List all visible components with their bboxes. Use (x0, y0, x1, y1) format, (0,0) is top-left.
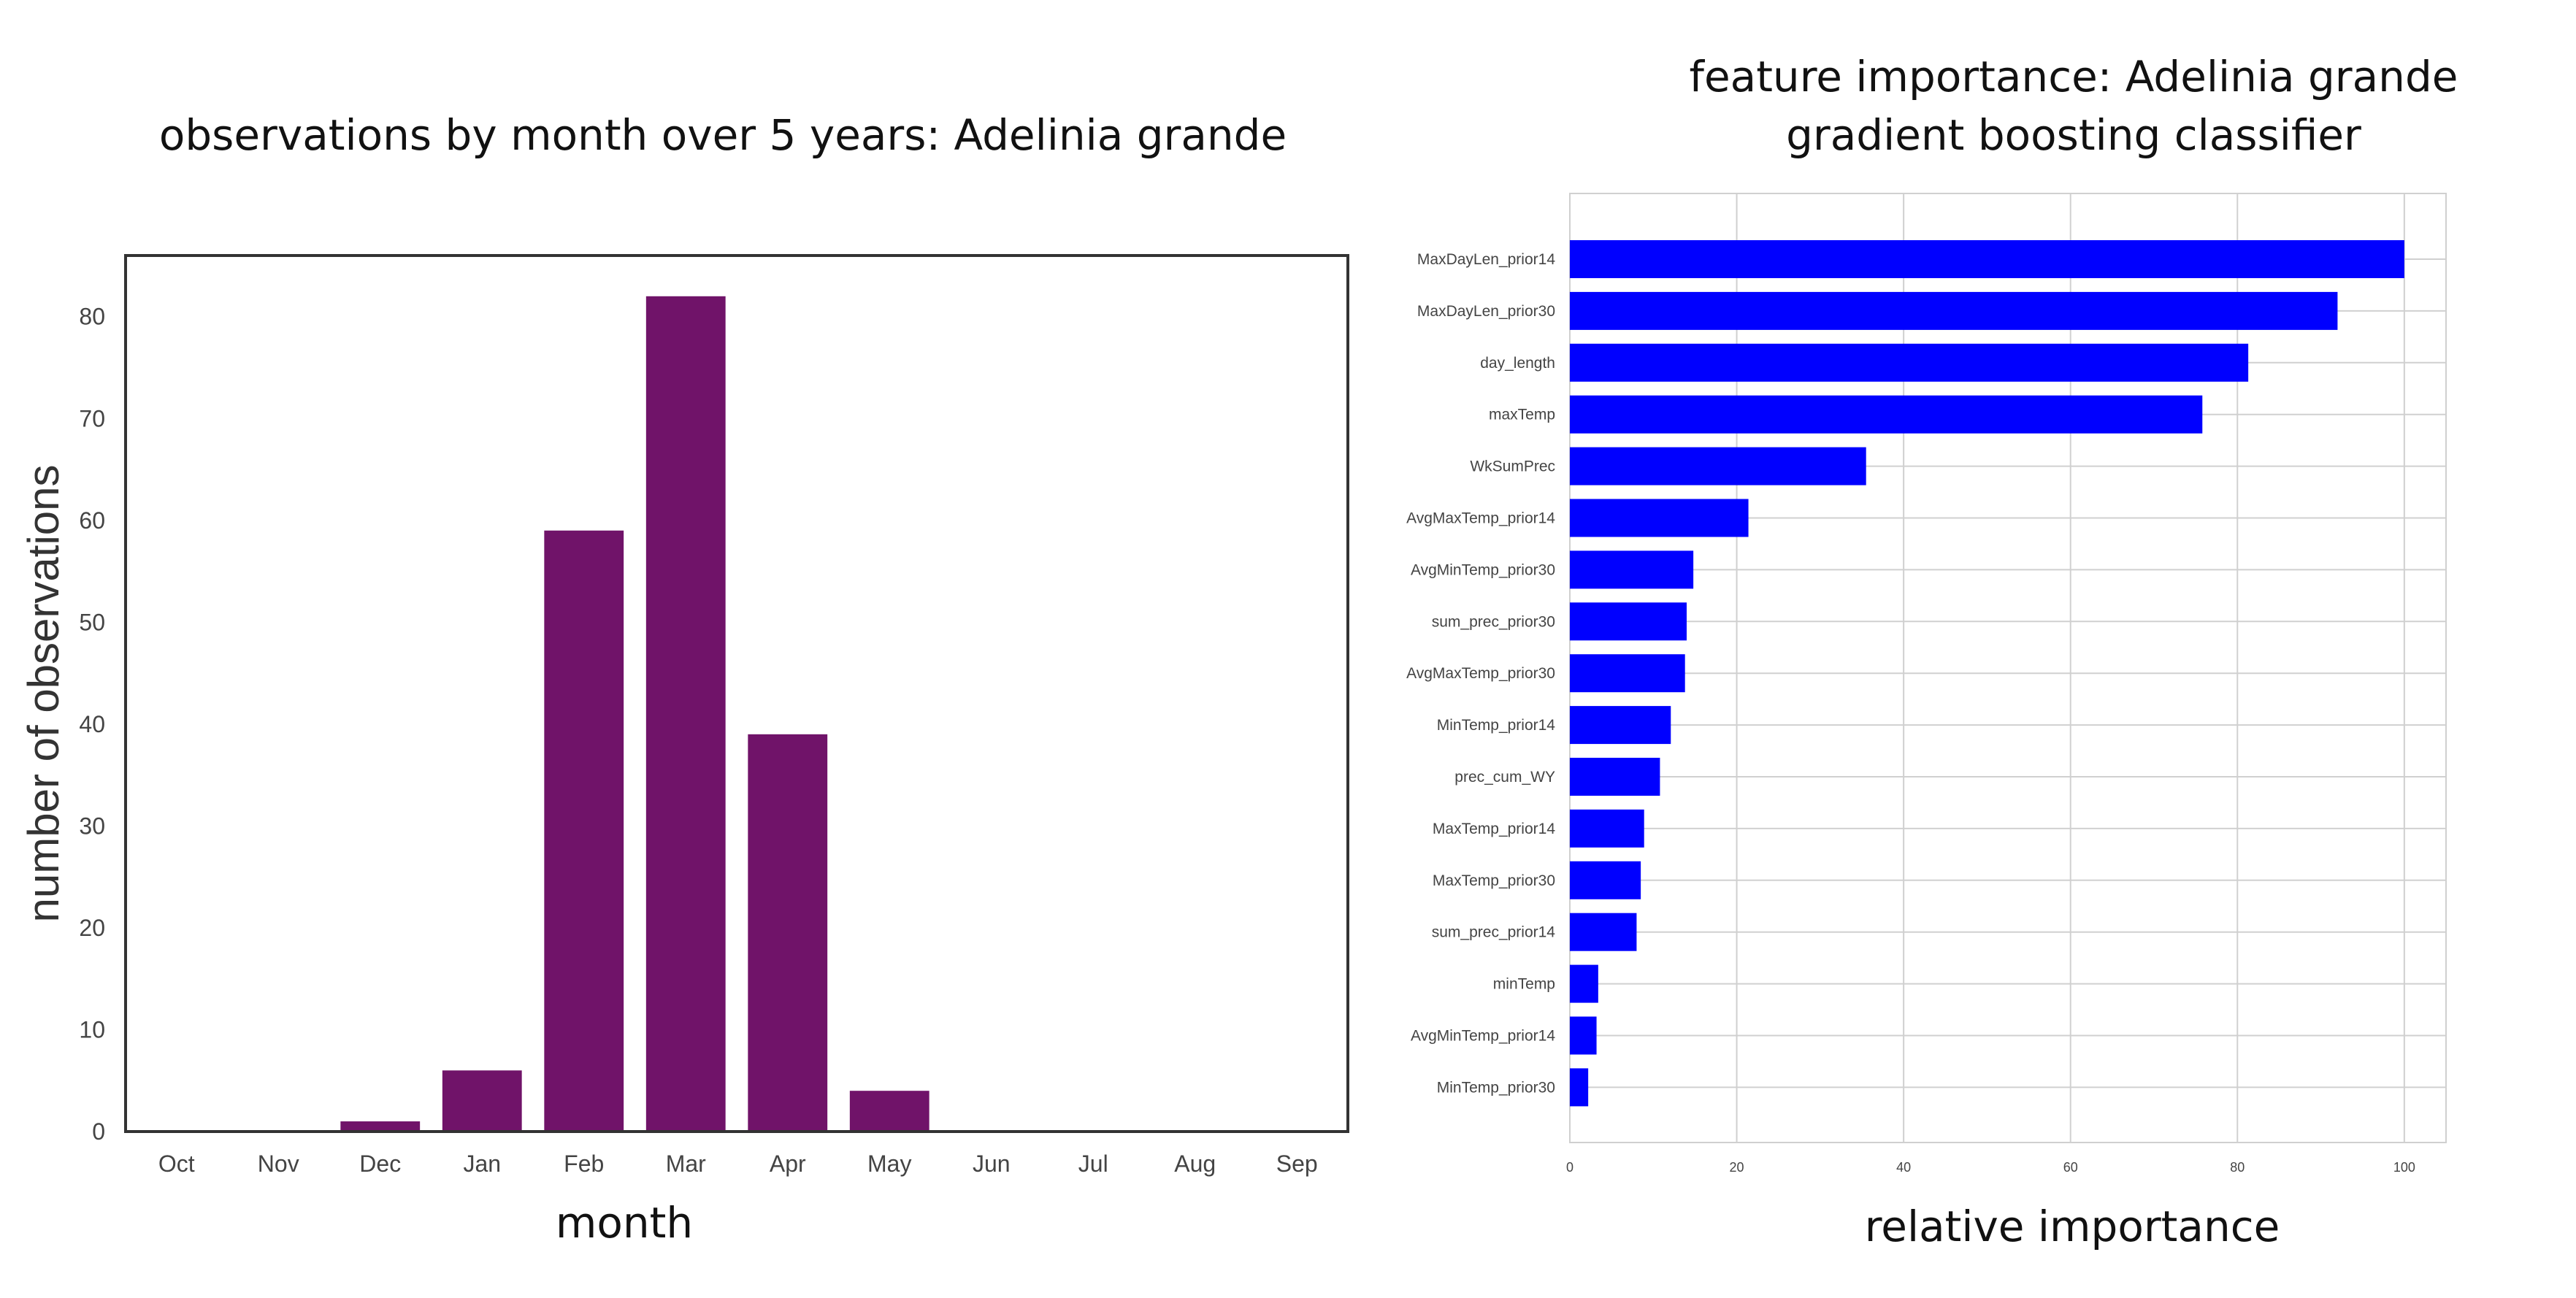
importance-bar-day-length (1570, 343, 2249, 382)
importance-bar-avgmintemp-prior30 (1570, 550, 1694, 589)
importance-bar-avgmaxtemp-prior30 (1570, 654, 1685, 693)
x-tick-label-jul: Jul (1078, 1151, 1108, 1177)
x-tick-label-0: 0 (1566, 1160, 1573, 1175)
x-tick-label-feb: Feb (564, 1151, 604, 1177)
feature-label-maxtemp-prior14: MaxTemp_prior14 (1433, 821, 1555, 837)
feature-label-maxtemp-prior30: MaxTemp_prior30 (1433, 872, 1555, 889)
importance-bar-maxtemp-prior14 (1570, 809, 1644, 848)
x-tick-label-jun: Jun (973, 1151, 1011, 1177)
x-tick-label-oct: Oct (158, 1151, 195, 1177)
y-tick-label-10: 10 (79, 1016, 105, 1042)
x-tick-label-100: 100 (2393, 1160, 2415, 1175)
chart2-title: feature importance: Adelinia grande (1690, 52, 2458, 101)
feature-label-mintemp-prior30: MinTemp_prior30 (1437, 1079, 1555, 1096)
importance-bar-maxdaylen-prior30 (1570, 291, 2338, 330)
bar-apr (748, 734, 828, 1132)
x-tick-label-apr: Apr (770, 1151, 806, 1177)
y-tick-label-30: 30 (79, 813, 105, 839)
x-tick-label-jan: Jan (463, 1151, 501, 1177)
feature-label-sum-prec-prior14: sum_prec_prior14 (1432, 924, 1556, 941)
importance-bar-maxdaylen-prior14 (1570, 240, 2404, 278)
y-tick-label-20: 20 (79, 915, 105, 941)
feature-label-mintemp-prior14: MinTemp_prior14 (1437, 717, 1556, 734)
x-tick-label-sep: Sep (1276, 1151, 1318, 1177)
importance-bar-wksumprec (1570, 447, 1866, 485)
y-tick-label-50: 50 (79, 609, 105, 635)
importance-bar-avgmintemp-prior14 (1570, 1016, 1597, 1055)
importance-bar-maxtemp-prior30 (1570, 861, 1641, 899)
bar-may (849, 1091, 929, 1132)
importance-bar-mintemp-prior30 (1570, 1068, 1589, 1107)
x-tick-label-dec: Dec (359, 1151, 401, 1177)
importance-bar-sum-prec-prior14 (1570, 913, 1637, 951)
importance-bar-mintemp (1570, 964, 1598, 1003)
feature-label-avgmintemp-prior14: AvgMinTemp_prior14 (1411, 1028, 1555, 1045)
bar-jan (442, 1070, 522, 1132)
feature-label-avgmaxtemp-prior30: AvgMaxTemp_prior30 (1406, 665, 1555, 682)
chart2-plot-frame (1569, 193, 2447, 1143)
importance-bar-mintemp-prior14 (1570, 706, 1671, 745)
chart1-x-axis-label: month (556, 1198, 693, 1248)
bar-feb (544, 530, 624, 1132)
x-tick-label-20: 20 (1730, 1160, 1744, 1175)
importance-bar-maxtemp (1570, 395, 2203, 434)
importance-bar-avgmaxtemp-prior14 (1570, 499, 1749, 537)
x-tick-label-nov: Nov (258, 1151, 299, 1177)
importance-bar-sum-prec-prior30 (1570, 602, 1687, 641)
y-tick-label-80: 80 (79, 304, 105, 330)
feature-label-maxtemp: maxTemp (1489, 407, 1555, 423)
feature-label-maxdaylen-prior14: MaxDayLen_prior14 (1417, 251, 1555, 268)
feature-label-day-length: day_length (1480, 355, 1555, 372)
y-tick-label-0: 0 (92, 1118, 105, 1145)
x-tick-label-60: 60 (2063, 1160, 2078, 1175)
importance-bar-prec-cum-wy (1570, 758, 1660, 796)
x-tick-label-40: 40 (1896, 1160, 1911, 1175)
y-tick-label-60: 60 (79, 507, 105, 534)
feature-label-mintemp: minTemp (1493, 976, 1555, 993)
feature-label-sum-prec-prior30: sum_prec_prior30 (1432, 613, 1555, 630)
feature-label-prec-cum-wy: prec_cum_WY (1454, 769, 1555, 786)
feature-label-wksumprec: WkSumPrec (1470, 458, 1555, 475)
x-tick-label-mar: Mar (666, 1151, 706, 1177)
x-tick-label-80: 80 (2230, 1160, 2245, 1175)
x-tick-label-aug: Aug (1174, 1151, 1216, 1177)
y-tick-label-70: 70 (79, 405, 105, 431)
y-tick-label-40: 40 (79, 711, 105, 737)
feature-importance-chart: feature importance: Adelinia grande grad… (1406, 52, 2458, 1251)
chart2-subtitle: gradient boosting classifier (1786, 110, 2361, 160)
feature-label-maxdaylen-prior30: MaxDayLen_prior30 (1417, 303, 1555, 320)
feature-label-avgmaxtemp-prior14: AvgMaxTemp_prior14 (1406, 510, 1555, 527)
chart2-x-axis-label: relative importance (1865, 1202, 2280, 1251)
chart1-title: observations by month over 5 years: Adel… (159, 110, 1287, 160)
bar-dec (340, 1121, 421, 1132)
chart1-plot-frame (124, 254, 1349, 1133)
bar-mar (645, 296, 726, 1132)
chart1-y-axis-label: number of observations (19, 464, 68, 922)
x-tick-label-may: May (867, 1151, 911, 1177)
monthly-observations-chart: observations by month over 5 years: Adel… (19, 110, 1349, 1248)
feature-label-avgmintemp-prior30: AvgMinTemp_prior30 (1411, 561, 1555, 578)
